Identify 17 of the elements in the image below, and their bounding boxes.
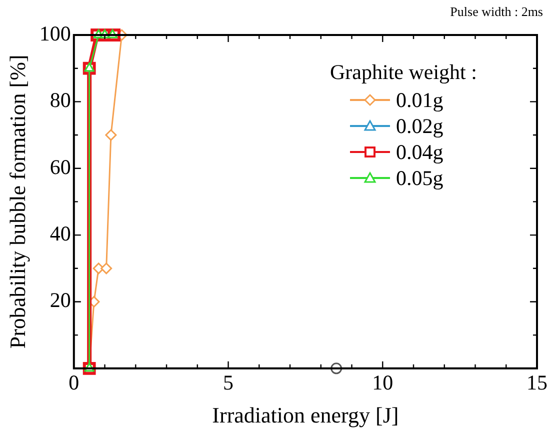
x-tick-label: 15 — [526, 370, 548, 395]
x-tick-label: 10 — [372, 370, 394, 395]
text: Pulse width : 2ms — [450, 4, 543, 20]
y-tick-label: 20 — [50, 288, 71, 312]
y-tick-label: 80 — [50, 88, 71, 112]
y-tick-label: 100 — [39, 22, 71, 46]
y-tick-label: 40 — [50, 222, 71, 246]
y-axis-title: Probability bubble formation [%] — [4, 54, 30, 349]
y-tick-label: 60 — [50, 154, 71, 179]
legend-label: 0.05g — [396, 166, 444, 190]
x-axis-title: Irradiation energy [J] — [212, 402, 399, 428]
legend-title: Graphite weight : — [330, 60, 477, 85]
legend-label: 0.02g — [396, 114, 444, 138]
x-tick-label: 0 — [68, 370, 80, 395]
legend-label: 0.01g — [396, 88, 444, 112]
legend-label: 0.04g — [396, 140, 444, 164]
x-tick-label: 5 — [223, 370, 234, 395]
